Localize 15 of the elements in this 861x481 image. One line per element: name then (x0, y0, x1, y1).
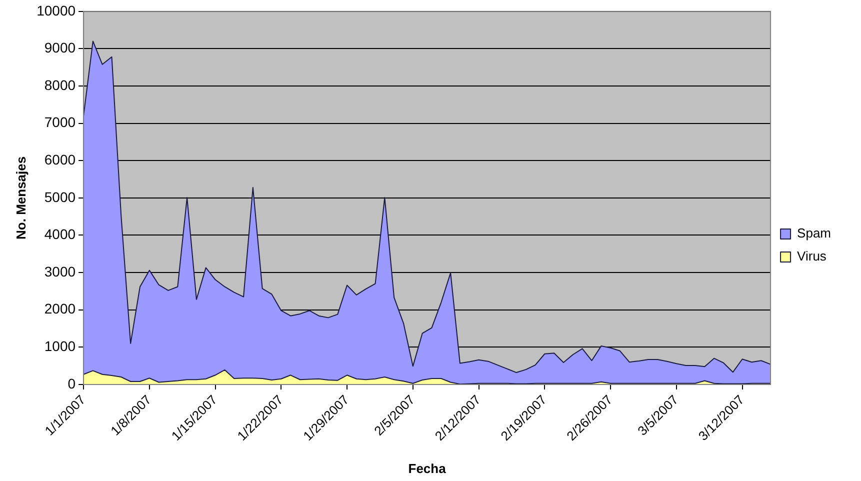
y-tick-label: 10000 (36, 2, 76, 18)
y-tick-label: 7000 (44, 114, 76, 130)
y-tick-label: 1000 (44, 338, 76, 354)
y-tick-label: 8000 (44, 76, 76, 93)
y-tick-label: 4000 (44, 226, 76, 242)
legend-label: Spam (797, 226, 832, 241)
x-axis-title: Fecha (408, 460, 447, 476)
y-axis-title: No. Mensajes (13, 156, 28, 240)
y-tick-label: 2000 (44, 300, 76, 317)
y-tick-label: 3000 (44, 263, 76, 280)
y-tick-label: 5000 (44, 188, 76, 205)
y-tick-label: 6000 (44, 151, 76, 168)
y-tick-label: 9000 (44, 40, 76, 56)
y-tick-label: 0 (68, 375, 76, 392)
legend-label: Virus (797, 248, 827, 264)
